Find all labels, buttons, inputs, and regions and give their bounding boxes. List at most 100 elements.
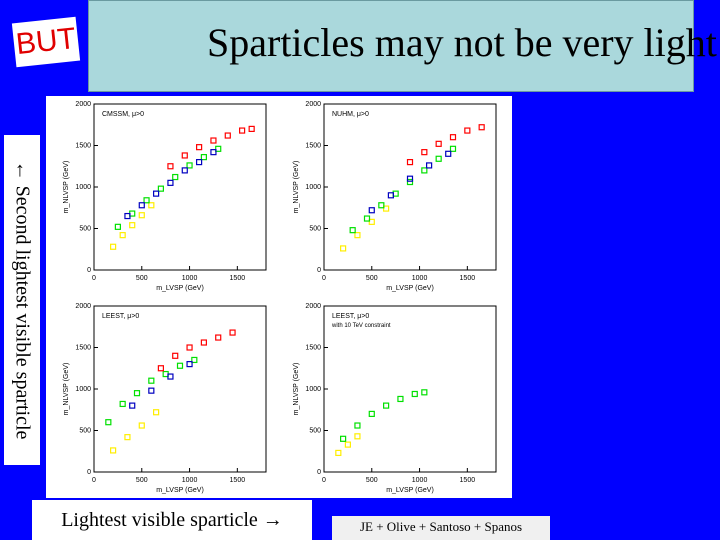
slide-title: Sparticles may not be very light — [207, 20, 717, 65]
data-point — [224, 132, 231, 139]
data-point — [368, 207, 375, 214]
y-tick-label: 1000 — [305, 184, 321, 191]
data-point — [354, 422, 361, 429]
y-axis-label: m_NLVSP (GeV) — [293, 363, 300, 416]
data-point — [445, 150, 452, 157]
scatter-figure: CMSSM, μ>0 0 500 1000 1500 0 500 1000 1500 2000 m_… — [63, 101, 497, 494]
panel-subtitle: with 10 TeV constraint — [331, 323, 391, 329]
panel-title: NUHM, μ>0 — [332, 111, 369, 118]
y-tick-label: 1500 — [75, 345, 91, 352]
data-point — [215, 334, 222, 341]
data-point — [383, 402, 390, 409]
data-point — [406, 178, 414, 186]
data-point — [181, 152, 188, 159]
panel-title: LEEST, μ>0 — [102, 313, 139, 320]
y-tick-label: 500 — [79, 428, 91, 435]
y-tick-label: 1000 — [75, 184, 91, 191]
data-point — [167, 163, 174, 170]
data-point — [133, 390, 141, 397]
data-point — [435, 155, 442, 162]
y-tick-label: 500 — [309, 428, 321, 435]
x-tick-label: 0 — [92, 275, 96, 282]
data-point — [406, 158, 414, 166]
x-tick-label: 1000 — [182, 477, 198, 484]
data-point — [157, 365, 164, 372]
y-axis-label: m_NLVSP (GeV) — [293, 161, 300, 214]
data-point — [478, 124, 485, 131]
x-tick-label: 500 — [366, 477, 378, 484]
x-axis-label: m_LVSP (GeV) — [156, 487, 204, 494]
but-label: BUT — [11, 16, 81, 68]
data-point — [148, 387, 155, 394]
x-tick-label: 0 — [322, 275, 326, 282]
y-tick-label: 2000 — [305, 303, 321, 310]
data-point — [186, 361, 193, 368]
bottom-axis-label: Lightest visible sparticle → — [61, 509, 283, 531]
data-point — [340, 435, 347, 442]
x-axis-label: m_LVSP (GeV) — [386, 487, 434, 494]
plot-frame — [93, 305, 267, 473]
data-point — [449, 134, 457, 141]
data-point — [200, 339, 207, 346]
data-point — [124, 212, 131, 220]
data-point — [368, 410, 375, 417]
data-point — [191, 356, 198, 364]
y-tick-label: 2000 — [75, 303, 91, 310]
data-point — [110, 243, 117, 250]
x-tick-label: 1500 — [230, 275, 246, 282]
data-point — [172, 352, 179, 359]
data-point — [210, 149, 217, 156]
data-point — [143, 197, 150, 204]
y-tick-label: 2000 — [305, 101, 321, 108]
data-point — [138, 212, 145, 219]
y-axis-label: m_NLVSP (GeV) — [63, 161, 70, 214]
bottom-label-box: Lightest visible sparticle → — [32, 500, 312, 540]
x-tick-label: 0 — [322, 477, 326, 484]
panel-title: CMSSM, μ>0 — [102, 111, 144, 118]
data-point — [449, 145, 457, 152]
data-point — [363, 215, 371, 222]
x-tick-label: 1000 — [412, 275, 428, 282]
data-point — [344, 441, 351, 448]
data-point — [186, 344, 193, 351]
data-point — [200, 154, 207, 161]
data-point — [383, 205, 390, 212]
data-point — [421, 149, 428, 156]
data-point — [215, 145, 222, 152]
data-point — [129, 222, 136, 229]
data-point — [124, 434, 131, 441]
data-point — [335, 449, 342, 457]
x-tick-label: 1500 — [460, 275, 476, 282]
data-point — [172, 173, 179, 181]
panel-title: LEEST, μ>0 — [332, 313, 369, 320]
credit-text: JE + Olive + Santoso + Spanos — [359, 519, 523, 534]
data-point — [138, 202, 145, 209]
y-tick-label: 0 — [87, 469, 91, 476]
x-tick-label: 500 — [136, 477, 148, 484]
data-point — [387, 192, 394, 199]
data-point — [340, 245, 347, 252]
side-axis-label: ← Second lightest visible sparticle — [11, 160, 34, 440]
data-point — [239, 127, 246, 134]
plot-frame — [93, 103, 267, 271]
data-point — [138, 422, 145, 429]
data-point — [210, 137, 217, 144]
data-point — [153, 190, 160, 197]
y-tick-label: 1500 — [305, 143, 321, 150]
x-axis-label: m_LVSP (GeV) — [386, 285, 434, 292]
data-point — [196, 158, 203, 166]
x-tick-label: 1000 — [412, 477, 428, 484]
y-tick-label: 0 — [317, 469, 321, 476]
data-point — [196, 144, 203, 151]
data-point — [129, 402, 136, 409]
y-tick-label: 500 — [79, 226, 91, 233]
data-point — [426, 162, 433, 169]
data-point — [167, 179, 174, 186]
y-tick-label: 1000 — [75, 386, 91, 393]
y-tick-label: 2000 — [75, 101, 91, 108]
side-label-box: ← Second lightest visible sparticle — [4, 135, 40, 465]
data-point — [153, 409, 160, 416]
x-tick-label: 1500 — [230, 477, 246, 484]
data-point — [110, 447, 117, 454]
data-point — [119, 400, 126, 408]
